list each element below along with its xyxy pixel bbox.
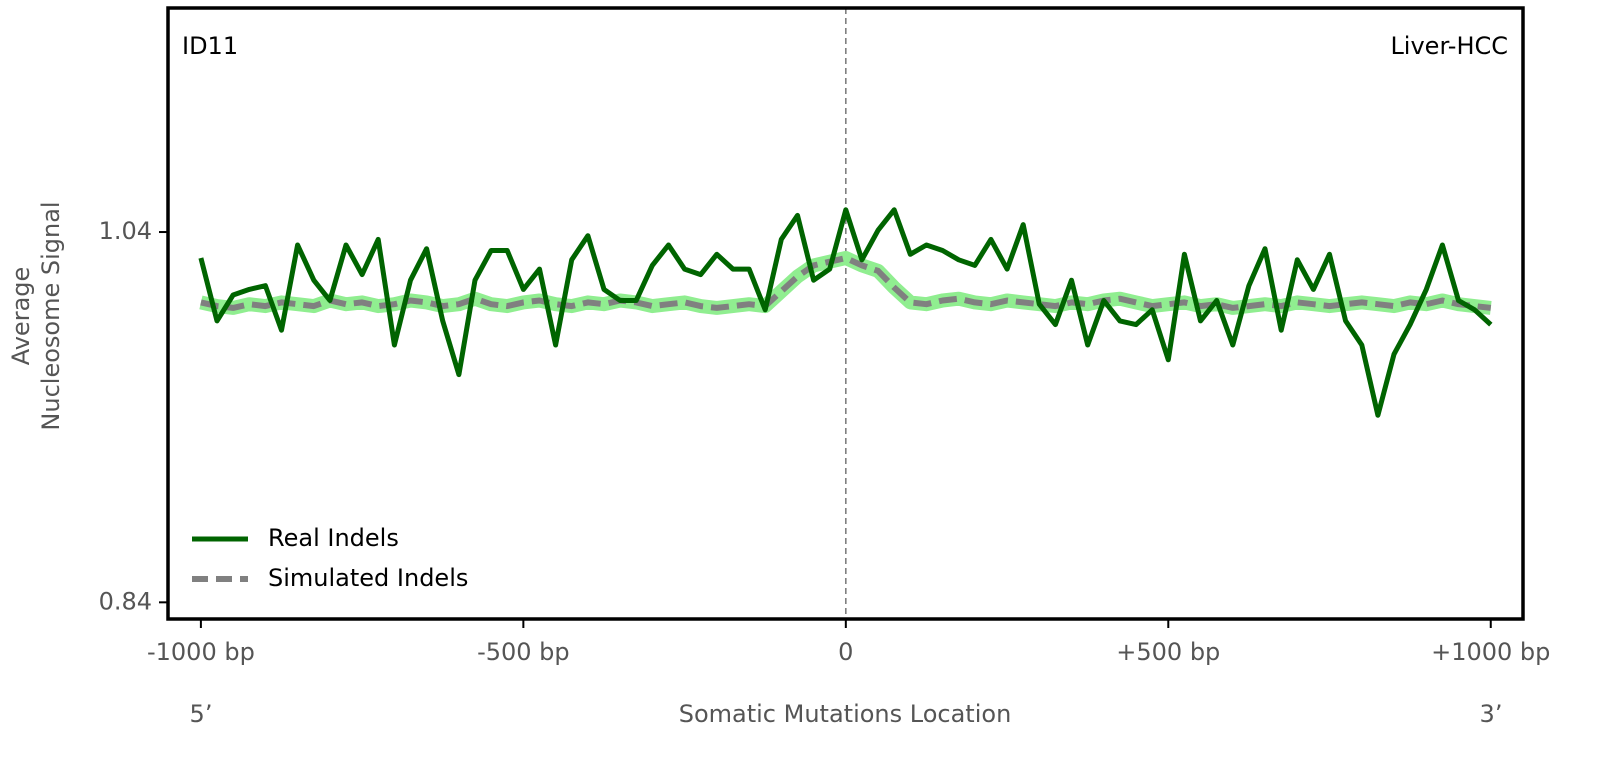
panel-label: ID11 — [182, 32, 238, 60]
x-tick-label: 0 — [838, 638, 853, 666]
series-line — [198, 207, 1493, 418]
legend-label: Real Indels — [268, 524, 399, 552]
x-tick-label: -500 bp — [477, 638, 570, 666]
x-tick-label: -1000 bp — [147, 638, 255, 666]
legend: Real Indels Simulated Indels — [192, 524, 468, 592]
y-axis-title: Average Nucleosome Signal — [7, 201, 65, 430]
x-tick-label: +500 bp — [1116, 638, 1220, 666]
five-prime-label: 5’ — [190, 700, 213, 728]
y-axis-title-line: Average — [7, 267, 35, 366]
y-tick-label: 0.84 — [99, 587, 152, 615]
x-axis-title: Somatic Mutations Location — [679, 700, 1012, 728]
plot-frame — [166, 6, 1525, 621]
tissue-label: Liver-HCC — [1390, 32, 1508, 60]
legend-label: Simulated Indels — [268, 564, 468, 592]
y-axis-title-line: Nucleosome Signal — [37, 201, 65, 430]
x-tick-label: +1000 bp — [1431, 638, 1550, 666]
y-tick-label: 1.04 — [99, 217, 152, 245]
three-prime-label: 3’ — [1480, 700, 1503, 728]
